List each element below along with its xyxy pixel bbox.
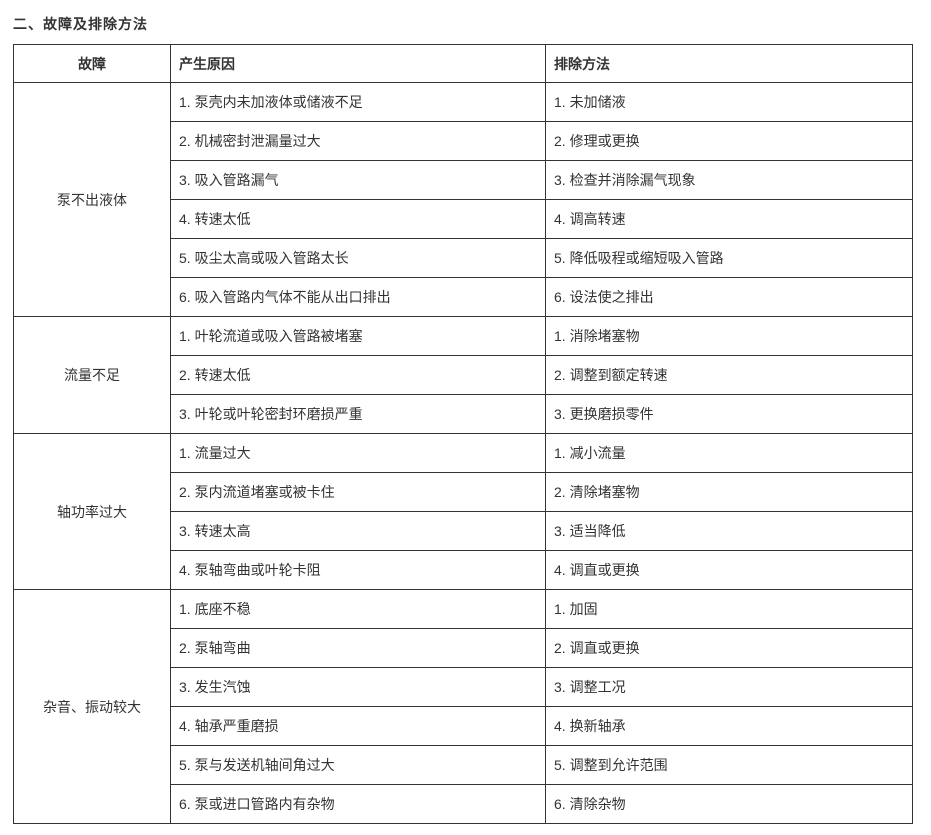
cause-cell: 1. 底座不稳 xyxy=(170,589,546,629)
column-header-cause: 产生原因 xyxy=(170,44,546,83)
fault-table-body: 泵不出液体 1. 泵壳内未加液体或储液不足 1. 未加储液 2. 机械密封泄漏量过大 2… xyxy=(13,82,913,824)
solution-cell: 1. 减小流量 xyxy=(545,433,913,473)
fault-cell: 流量不足 xyxy=(13,316,171,434)
cause-cell: 2. 机械密封泄漏量过大 xyxy=(170,121,546,161)
cause-cell: 3. 转速太高 xyxy=(170,511,546,551)
solution-cell: 4. 调高转速 xyxy=(545,199,913,239)
solution-cell: 1. 消除堵塞物 xyxy=(545,316,913,356)
fault-cell: 轴功率过大 xyxy=(13,433,171,590)
solution-cell: 3. 检查并消除漏气现象 xyxy=(545,160,913,200)
table-row: 4. 转速太低 4. 调高转速 xyxy=(14,199,913,239)
solution-cell: 6. 清除杂物 xyxy=(545,784,913,824)
solution-cell: 6. 设法使之排出 xyxy=(545,277,913,317)
table-row: 轴功率过大 1. 流量过大 1. 减小流量 xyxy=(13,433,913,590)
solution-cell: 5. 调整到允许范围 xyxy=(545,745,913,785)
cause-cell: 1. 叶轮流道或吸入管路被堵塞 xyxy=(170,316,546,356)
cause-cell: 6. 泵或进口管路内有杂物 xyxy=(170,784,546,824)
table-row: 流量不足 1. 叶轮流道或吸入管路被堵塞 1. 消除堵塞物 xyxy=(13,316,913,434)
cause-cell: 6. 吸入管路内气体不能从出口排出 xyxy=(170,277,546,317)
table-row: 5. 吸尘太高或吸入管路太长 5. 降低吸程或缩短吸入管路 xyxy=(14,238,913,278)
solution-cell: 2. 修理或更换 xyxy=(545,121,913,161)
solution-cell: 3. 调整工况 xyxy=(545,667,913,707)
solution-cell: 3. 更换磨损零件 xyxy=(545,394,913,434)
cause-cell: 1. 泵壳内未加液体或储液不足 xyxy=(170,82,546,122)
cause-cell: 4. 转速太低 xyxy=(170,199,546,239)
fault-troubleshooting-table: 故障 产生原因 排除方法 泵不出液体 1. 泵壳内未加液体或储液不足 1. 未加储液… xyxy=(13,44,913,824)
cause-cell: 1. 流量过大 xyxy=(170,433,546,473)
cause-cell: 4. 泵轴弯曲或叶轮卡阻 xyxy=(170,550,546,590)
column-header-solution: 排除方法 xyxy=(545,44,913,83)
table-row: 3. 发生汽蚀 3. 调整工况 xyxy=(14,667,913,707)
table-row: 3. 叶轮或叶轮密封环磨损严重 3. 更换磨损零件 xyxy=(14,394,913,434)
solution-cell: 2. 调直或更换 xyxy=(545,628,913,668)
table-row: 4. 泵轴弯曲或叶轮卡阻 4. 调直或更换 xyxy=(14,550,913,590)
solution-cell: 4. 换新轴承 xyxy=(545,706,913,746)
cause-cell: 5. 泵与发送机轴间角过大 xyxy=(170,745,546,785)
cause-cell: 2. 泵内流道堵塞或被卡住 xyxy=(170,472,546,512)
section-title: 二、故障及排除方法 xyxy=(13,16,148,32)
solution-cell: 1. 加固 xyxy=(545,589,913,629)
table-header-row: 故障 产生原因 排除方法 xyxy=(13,44,913,83)
cause-cell: 2. 转速太低 xyxy=(170,355,546,395)
cause-cell: 3. 发生汽蚀 xyxy=(170,667,546,707)
cause-cell: 4. 轴承严重磨损 xyxy=(170,706,546,746)
fault-cell: 杂音、振动较大 xyxy=(13,589,171,824)
table-row: 2. 泵轴弯曲 2. 调直或更换 xyxy=(14,628,913,668)
table-row: 6. 泵或进口管路内有杂物 6. 清除杂物 xyxy=(14,784,913,824)
solution-cell: 5. 降低吸程或缩短吸入管路 xyxy=(545,238,913,278)
table-row: 泵不出液体 1. 泵壳内未加液体或储液不足 1. 未加储液 xyxy=(13,82,913,317)
table-row: 2. 机械密封泄漏量过大 2. 修理或更换 xyxy=(14,121,913,161)
table-row: 6. 吸入管路内气体不能从出口排出 6. 设法使之排出 xyxy=(14,277,913,317)
table-row: 3. 吸入管路漏气 3. 检查并消除漏气现象 xyxy=(14,160,913,200)
solution-cell: 2. 清除堵塞物 xyxy=(545,472,913,512)
cause-cell: 3. 叶轮或叶轮密封环磨损严重 xyxy=(170,394,546,434)
table-row: 2. 转速太低 2. 调整到额定转速 xyxy=(14,355,913,395)
cause-cell: 3. 吸入管路漏气 xyxy=(170,160,546,200)
solution-cell: 4. 调直或更换 xyxy=(545,550,913,590)
table-row: 2. 泵内流道堵塞或被卡住 2. 清除堵塞物 xyxy=(14,472,913,512)
table-row: 4. 轴承严重磨损 4. 换新轴承 xyxy=(14,706,913,746)
solution-cell: 3. 适当降低 xyxy=(545,511,913,551)
cause-cell: 5. 吸尘太高或吸入管路太长 xyxy=(170,238,546,278)
solution-cell: 2. 调整到额定转速 xyxy=(545,355,913,395)
cause-cell: 2. 泵轴弯曲 xyxy=(170,628,546,668)
fault-cell: 泵不出液体 xyxy=(13,82,171,317)
solution-cell: 1. 未加储液 xyxy=(545,82,913,122)
table-row: 杂音、振动较大 1. 底座不稳 1. 加固 xyxy=(13,589,913,824)
column-header-fault: 故障 xyxy=(13,44,171,83)
